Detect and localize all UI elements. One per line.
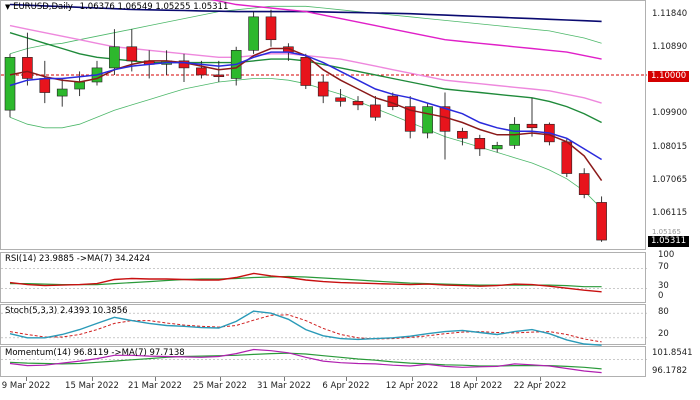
price-tick: 1.08015 xyxy=(652,142,688,152)
candle-bear xyxy=(300,57,312,86)
candle-bear xyxy=(526,123,538,129)
momentum-line xyxy=(9,348,602,374)
candle-bear xyxy=(335,97,346,102)
candle-bear xyxy=(457,130,468,139)
candle-bull xyxy=(422,106,433,134)
ohlc-values: 1.06376 1.06549 1.05255 1.05311 xyxy=(79,2,229,12)
date-tick xyxy=(155,377,156,381)
candle-bull xyxy=(248,16,259,51)
candle-bull xyxy=(491,145,503,150)
rsi-level-tick: 0 xyxy=(658,291,664,301)
stochastic-title: Stoch(5,3,3) 2.4393 10.3856 xyxy=(5,306,128,316)
candle-bear xyxy=(39,78,51,93)
date-tick xyxy=(412,377,413,381)
stoch-d-line xyxy=(9,314,602,343)
candle-bear xyxy=(126,46,138,62)
date-label: 22 Apr 2022 xyxy=(513,381,567,391)
stochastic-pane[interactable]: Stoch(5,3,3) 2.4393 10.3856 xyxy=(0,304,647,346)
momentum-title: Momentum(14) 96.8119 ->MA(7) 97.7138 xyxy=(5,348,185,358)
candle-bear xyxy=(474,138,486,150)
candle-bear xyxy=(22,57,33,79)
candle-bear xyxy=(352,101,364,106)
candle-bear xyxy=(596,202,607,241)
candle-bull xyxy=(56,88,68,97)
chart-title-bar: ▼ EURUSD,Daily 1.06376 1.06549 1.05255 1… xyxy=(5,2,228,12)
ma-magenta-line xyxy=(210,0,602,60)
candle-bear xyxy=(370,104,381,118)
rsi-ma-line xyxy=(10,275,602,288)
date-label: 21 Mar 2022 xyxy=(128,381,182,391)
rsi-line xyxy=(9,272,602,293)
bollinger-upper-line xyxy=(9,5,602,55)
price-tick: 1.06115 xyxy=(652,208,688,218)
date-label: 15 Mar 2022 xyxy=(65,381,119,391)
price-tick: 1.07065 xyxy=(652,175,688,185)
date-tick xyxy=(476,377,477,381)
price-chart-canvas xyxy=(1,0,647,242)
level-price-label: 1.10000 xyxy=(648,71,690,82)
rsi-top-tick: 100 xyxy=(658,250,675,260)
candle-bear xyxy=(578,173,590,195)
date-tick xyxy=(26,377,27,381)
stoch-k-line xyxy=(9,310,602,346)
date-label: 9 Mar 2022 xyxy=(1,381,51,391)
date-tick xyxy=(92,377,93,381)
date-label: 18 Apr 2022 xyxy=(449,381,503,391)
date-label: 6 Apr 2022 xyxy=(322,381,370,391)
stochastic-canvas xyxy=(1,310,647,346)
rsi-level-tick: 30 xyxy=(658,281,669,291)
date-tick xyxy=(540,377,541,381)
current-price-label: 1.05311 xyxy=(648,236,690,247)
stoch-level-tick: 20 xyxy=(658,329,669,339)
momentum-level-tick: 101.8541 xyxy=(652,348,693,358)
date-label: 31 Mar 2022 xyxy=(257,381,311,391)
momentum-canvas xyxy=(1,348,647,374)
collapse-triangle-icon[interactable]: ▼ xyxy=(5,3,11,11)
candle-bull xyxy=(74,81,85,90)
candle-bear xyxy=(265,16,277,41)
price-chart-pane[interactable]: ▼ EURUSD,Daily 1.06376 1.06549 1.05255 1… xyxy=(0,0,647,250)
date-label: 12 Apr 2022 xyxy=(385,381,439,391)
momentum-pane[interactable]: Momentum(14) 96.8119 ->MA(7) 97.7138 xyxy=(0,346,647,377)
price-tick: 1.09900 xyxy=(652,108,688,118)
date-label: 25 Mar 2022 xyxy=(193,381,247,391)
stoch-level-tick: 80 xyxy=(658,307,669,317)
candle-bear xyxy=(317,81,329,97)
candle-bear xyxy=(213,74,225,78)
ma-fast-line xyxy=(9,51,602,161)
candle-bear xyxy=(178,60,190,69)
rsi-title: RSI(14) 23.9885 ->MA(7) 34.2424 xyxy=(5,254,151,264)
rsi-level-tick: 70 xyxy=(658,262,669,272)
price-tick-partial: 1.05165 xyxy=(652,228,681,236)
candle-bull xyxy=(109,46,120,69)
date-tick xyxy=(284,377,285,381)
date-tick xyxy=(346,377,347,381)
rsi-pane[interactable]: RSI(14) 23.9885 ->MA(7) 34.2424 xyxy=(0,252,647,303)
candle-bear xyxy=(196,67,207,76)
date-tick xyxy=(220,377,221,381)
rsi-canvas xyxy=(1,268,647,293)
symbol-timeframe: EURUSD,Daily xyxy=(13,2,73,12)
candle-bear xyxy=(404,106,416,132)
price-tick: 1.11840 xyxy=(652,9,688,19)
price-tick: 1.10890 xyxy=(652,42,688,52)
momentum-level-tick: 96.1782 xyxy=(652,366,688,376)
candle-bear xyxy=(561,141,573,174)
